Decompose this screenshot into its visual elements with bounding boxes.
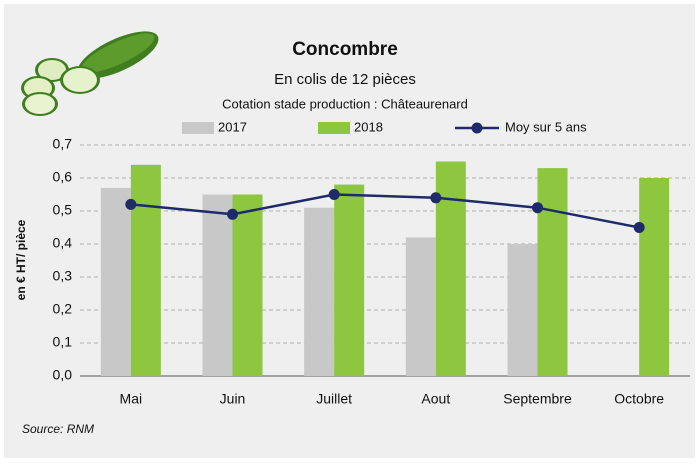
y-tick-label: 0,3 [53,268,73,284]
bar [233,195,263,377]
legend-swatch [182,122,214,134]
chart: Concombre En colis de 12 pièces Cotation… [0,0,699,462]
x-tick-label: Octobre [614,391,664,407]
legend-label: 2017 [218,119,247,134]
source: Source: RNM [22,422,94,436]
bar [538,168,568,376]
bar [131,165,161,376]
line-marker [125,199,136,210]
y-tick-label: 0,7 [53,136,73,152]
page: {"chart_data": { "type": "bar", "title":… [0,0,699,467]
bar [203,195,233,377]
line-marker [329,189,340,200]
x-tick-label: Mai [120,391,143,407]
legend-label: 2018 [354,119,383,134]
x-tick-label: Septembre [503,391,572,407]
legend-label: Moy sur 5 ans [505,119,587,134]
y-tick-label: 0,0 [53,367,73,383]
y-tick-label: 0,2 [53,301,73,317]
bar [304,208,334,376]
x-tick-label: Juin [220,391,246,407]
bar [334,185,364,376]
legend-swatch [318,122,350,134]
line-marker [634,222,645,233]
x-tick-label: Juillet [316,391,352,407]
chart-subtitle: En colis de 12 pièces [274,71,416,88]
line-marker [430,192,441,203]
legend-marker [472,123,483,134]
y-tick-label: 0,6 [53,169,73,185]
bar [639,178,669,376]
y-tick-label: 0,5 [53,202,73,218]
y-tick-label: 0,4 [53,235,73,251]
chart-title: Concombre [292,39,398,60]
bar [101,188,131,376]
chart-note: Cotation stade production : Châteaurenar… [222,96,468,111]
x-tick-label: Aout [421,391,450,407]
y-axis-label: en € HT/ pièce [14,219,28,300]
line-marker [227,209,238,220]
bar [436,162,466,377]
bar [508,244,538,376]
y-tick-label: 0,1 [53,334,73,350]
bar [406,237,436,376]
line-marker [532,202,543,213]
